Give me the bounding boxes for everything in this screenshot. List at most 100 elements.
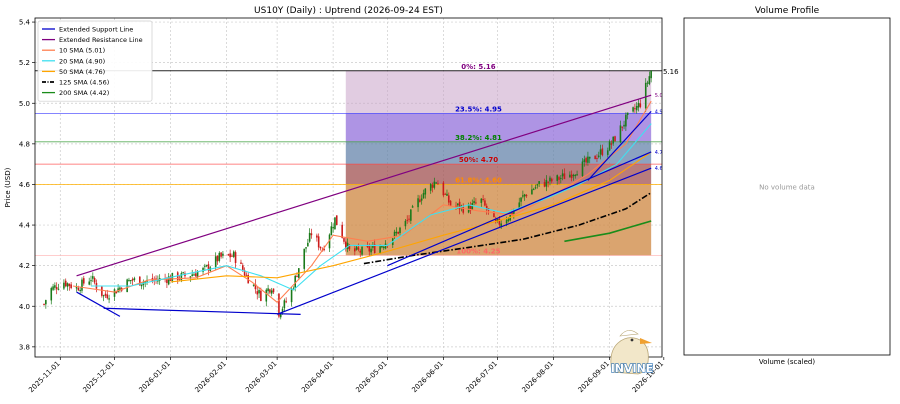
candle-body bbox=[625, 114, 627, 127]
candle-body bbox=[81, 279, 83, 291]
candle-body bbox=[619, 125, 622, 143]
candle-body bbox=[523, 194, 526, 197]
x-tick-label: 2026-05-01 bbox=[354, 360, 388, 394]
candle-body bbox=[68, 283, 71, 287]
candle-body bbox=[563, 173, 566, 180]
candle-body bbox=[632, 107, 634, 112]
candle-body bbox=[496, 219, 499, 222]
candle-body bbox=[77, 288, 80, 291]
candle-body bbox=[182, 272, 184, 274]
candle-body bbox=[433, 181, 436, 188]
candle-body bbox=[574, 174, 577, 177]
candle-body bbox=[195, 273, 197, 277]
current-price-label: 5.16 bbox=[663, 68, 679, 76]
sma-line-20-sma bbox=[91, 123, 652, 291]
candle-body bbox=[493, 211, 495, 218]
fib-zone bbox=[345, 184, 652, 256]
candle-body bbox=[581, 161, 584, 177]
candle-body bbox=[328, 234, 331, 249]
candle-body bbox=[167, 276, 170, 285]
candle-body bbox=[296, 276, 298, 278]
x-tick-label: 2025-12-01 bbox=[81, 360, 115, 394]
y-tick-label: 5.2 bbox=[19, 59, 30, 67]
candle-body bbox=[245, 274, 248, 276]
candle-body bbox=[294, 275, 296, 288]
watermark-bird-eye bbox=[630, 338, 634, 342]
candle-body bbox=[305, 247, 307, 249]
candle-body bbox=[373, 244, 376, 254]
candle-body bbox=[576, 174, 578, 176]
candle-body bbox=[216, 255, 219, 262]
watermark-bird-head bbox=[619, 330, 639, 337]
candle-body bbox=[317, 236, 320, 248]
trend-value-label: 5.04 bbox=[655, 93, 666, 99]
y-tick-label: 4.0 bbox=[19, 303, 30, 311]
y-tick-label: 3.8 bbox=[19, 343, 30, 351]
candle-body bbox=[258, 290, 260, 294]
candle-body bbox=[399, 227, 401, 234]
candle-body bbox=[113, 289, 116, 297]
candle-body bbox=[267, 288, 269, 292]
volume-profile-frame bbox=[683, 17, 891, 356]
candle-body bbox=[634, 108, 636, 110]
candle-body bbox=[650, 70, 652, 79]
candle-body bbox=[341, 224, 343, 238]
candle-body bbox=[346, 242, 349, 249]
candle-body bbox=[129, 280, 132, 282]
candle-body bbox=[205, 265, 208, 267]
y-tick-label: 4.6 bbox=[19, 181, 31, 189]
candle-body bbox=[543, 182, 546, 187]
x-tick-label: 2026-02-01 bbox=[194, 360, 228, 394]
candle-body bbox=[140, 284, 143, 287]
candle-body bbox=[128, 279, 130, 282]
candle-body bbox=[623, 124, 625, 127]
candle-body bbox=[43, 303, 45, 305]
candle-body bbox=[608, 141, 611, 151]
candle-body bbox=[115, 291, 118, 294]
candle-body bbox=[70, 284, 72, 289]
fib-level-label: 100%: 4.25 bbox=[456, 248, 500, 256]
legend-label: Extended Support Line bbox=[59, 26, 133, 34]
fib-zone bbox=[345, 113, 652, 142]
candle-body bbox=[269, 289, 271, 293]
candle-body bbox=[131, 279, 134, 281]
candle-body bbox=[588, 156, 591, 159]
candle-body bbox=[505, 220, 508, 224]
candle-body bbox=[594, 155, 596, 160]
plot-area: 0%: 5.16 23.5%: 4.95 38.2%: 4.81 50%: 4.70 6… bbox=[35, 18, 666, 357]
trend-line-support-steep bbox=[587, 110, 652, 181]
candle-body bbox=[532, 189, 535, 191]
candle-body bbox=[354, 248, 356, 252]
candle-body bbox=[357, 247, 360, 250]
candle-body bbox=[45, 300, 47, 305]
candle-body bbox=[308, 232, 311, 242]
candle-body bbox=[397, 231, 399, 234]
candle-body bbox=[265, 289, 268, 302]
x-tick-label: 2026-07-01 bbox=[465, 360, 499, 394]
candle-body bbox=[119, 287, 121, 291]
candle-body bbox=[232, 251, 235, 257]
candle-body bbox=[500, 223, 502, 227]
candle-body bbox=[507, 218, 510, 222]
candle-body bbox=[484, 200, 486, 206]
candle-body bbox=[50, 288, 53, 301]
candle-body bbox=[406, 219, 409, 221]
candle-body bbox=[449, 200, 452, 206]
candle-body bbox=[471, 203, 474, 210]
fib-zone bbox=[345, 164, 652, 185]
candle-body bbox=[52, 286, 54, 290]
candle-body bbox=[536, 184, 539, 186]
y-tick-label: 5.4 bbox=[19, 19, 31, 27]
candle-body bbox=[560, 177, 562, 179]
fib-zone bbox=[345, 70, 652, 114]
candle-body bbox=[379, 246, 381, 254]
volume-profile-message: No volume data bbox=[759, 184, 815, 192]
candle-body bbox=[572, 174, 575, 177]
candle-body bbox=[419, 199, 421, 202]
y-tick-label: 4.2 bbox=[19, 262, 30, 270]
y-tick-label: 4.8 bbox=[19, 140, 30, 148]
candle-body bbox=[587, 156, 589, 163]
candle-body bbox=[334, 217, 336, 230]
candle-body bbox=[457, 203, 459, 206]
